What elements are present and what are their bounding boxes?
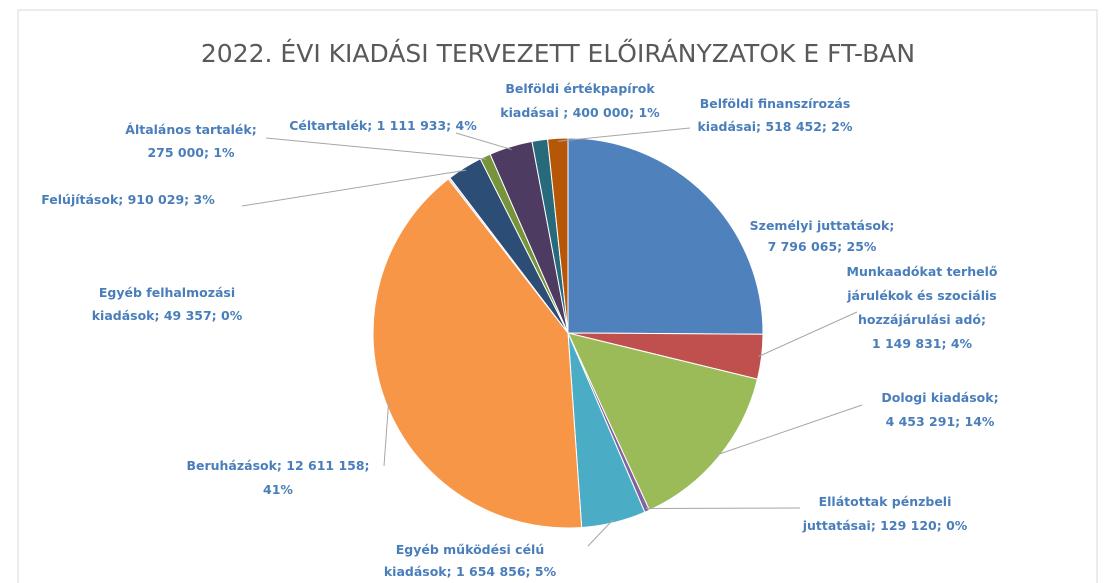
data-label-line: Beruházások; 12 611 158; xyxy=(186,458,369,473)
data-label-line: Személyi juttatások; xyxy=(750,218,895,233)
leader-line xyxy=(455,132,512,150)
leader-line xyxy=(715,404,863,456)
data-label-line: juttatásai; 129 120; 0% xyxy=(802,518,968,533)
data-label-line: Munkaadókat terhelő xyxy=(847,264,998,279)
data-label-line: kiadásai; 518 452; 2% xyxy=(697,119,853,134)
data-label: Egyéb működési célú kiadások; 1 654 856; … xyxy=(384,542,557,579)
data-label-line: Általános tartalék; xyxy=(125,122,256,137)
data-label-line: Belföldi értékpapírok xyxy=(505,81,655,96)
pie-slice xyxy=(547,137,569,334)
data-label-line: hozzájárulási adó; xyxy=(858,312,986,327)
data-label: Beruházások; 12 611 158; 41% xyxy=(186,458,369,497)
data-label: Belföldi értékpapírok kiadásai ; 400 000;… xyxy=(500,81,660,120)
data-label: Személyi juttatások; 7 796 065; 25% xyxy=(750,218,895,254)
data-label: Belföldi finanszírozás kiadásai; 518 452;… xyxy=(697,96,853,134)
data-label-line: kiadások; 49 357; 0% xyxy=(92,308,243,323)
pie-slice xyxy=(567,332,759,511)
pie-slice xyxy=(372,178,583,529)
data-label: Egyéb felhalmozási kiadások; 49 357; 0% xyxy=(92,285,243,323)
data-label: Általános tartalék; 275 000; 1% xyxy=(125,122,256,160)
data-label: Felújítások; 910 029; 3% xyxy=(41,192,215,207)
data-label-line: Céltartalék; 1 111 933; 4% xyxy=(289,118,477,133)
chart-title: 2022. ÉVI KIADÁSI TERVEZETT ELŐIRÁNYZATO… xyxy=(201,38,915,68)
data-label-line: járulékok és szociális xyxy=(846,288,997,303)
data-label-line: 7 796 065; 25% xyxy=(768,239,877,254)
data-label-line: Egyéb felhalmozási xyxy=(99,285,235,300)
pie-slice xyxy=(567,137,764,335)
data-label-line: 41% xyxy=(263,482,293,497)
data-label-line: Dologi kiadások; xyxy=(881,390,998,405)
data-label-line: kiadások; 1 654 856; 5% xyxy=(384,564,557,579)
data-label-line: 1 149 831; 4% xyxy=(872,336,973,351)
data-label: Munkaadókat terhelő járulékok és szociáli… xyxy=(846,264,998,351)
data-label-line: Ellátottak pénzbeli xyxy=(819,494,952,509)
data-label-line: Egyéb működési célú xyxy=(396,542,544,557)
leader-line xyxy=(241,169,467,207)
leader-line xyxy=(557,127,691,142)
data-label-line: 4 453 291; 14% xyxy=(886,414,995,429)
leader-line xyxy=(383,401,390,467)
data-label-line: kiadásai ; 400 000; 1% xyxy=(500,105,660,120)
data-label-line: Felújítások; 910 029; 3% xyxy=(41,192,215,207)
data-label: Dologi kiadások; 4 453 291; 14% xyxy=(881,390,998,429)
leader-line xyxy=(265,137,487,160)
data-label: Ellátottak pénzbeli juttatásai; 129 120; … xyxy=(802,494,968,533)
data-label-line: 275 000; 1% xyxy=(147,145,235,160)
leader-line xyxy=(587,519,614,547)
data-label-line: Belföldi finanszírozás xyxy=(700,96,851,111)
data-label: Céltartalék; 1 111 933; 4% xyxy=(289,118,477,133)
leader-line xyxy=(758,311,858,357)
